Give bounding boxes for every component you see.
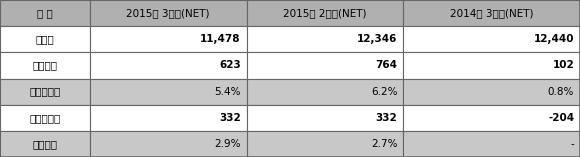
Text: 332: 332 [376, 113, 397, 123]
Text: 2015년 3분기(NET): 2015년 3분기(NET) [126, 8, 210, 18]
Bar [90, 78, 247, 105]
Bar [90, 131, 247, 157]
Bar [246, 131, 403, 157]
Text: 매출액: 매출액 [35, 34, 55, 44]
Text: 6.2%: 6.2% [371, 87, 397, 97]
Text: 764: 764 [375, 60, 397, 70]
Text: 623: 623 [219, 60, 241, 70]
Text: 102: 102 [552, 60, 574, 70]
Text: -204: -204 [548, 113, 574, 123]
Bar [0, 0, 90, 26]
Bar [0, 26, 90, 52]
Bar [90, 52, 247, 78]
Text: 12,346: 12,346 [357, 34, 397, 44]
Text: 순이익률: 순이익률 [32, 139, 57, 149]
Text: 12,440: 12,440 [534, 34, 574, 44]
Text: 2.7%: 2.7% [371, 139, 397, 149]
Bar [403, 52, 580, 78]
Text: 2014년 3분기(NET): 2014년 3분기(NET) [450, 8, 533, 18]
Bar [246, 105, 403, 131]
Bar [246, 0, 403, 26]
Text: 2.9%: 2.9% [214, 139, 241, 149]
Bar [403, 26, 580, 52]
Text: 분기순이익: 분기순이익 [30, 113, 60, 123]
Text: 11,478: 11,478 [200, 34, 241, 44]
Bar [90, 0, 247, 26]
Bar [403, 78, 580, 105]
Bar [0, 131, 90, 157]
Text: 2015년 2분기(NET): 2015년 2분기(NET) [283, 8, 367, 18]
Text: 5.4%: 5.4% [214, 87, 241, 97]
Text: 0.8%: 0.8% [548, 87, 574, 97]
Bar [0, 105, 90, 131]
Bar [0, 78, 90, 105]
Bar [403, 105, 580, 131]
Text: 구 분: 구 분 [37, 8, 53, 18]
Bar [246, 52, 403, 78]
Text: 332: 332 [219, 113, 241, 123]
Bar [0, 52, 90, 78]
Bar [403, 0, 580, 26]
Text: -: - [571, 139, 574, 149]
Text: 영업이익률: 영업이익률 [30, 87, 60, 97]
Bar [90, 26, 247, 52]
Bar [246, 78, 403, 105]
Text: 영업이익: 영업이익 [32, 60, 57, 70]
Bar [246, 26, 403, 52]
Bar [90, 105, 247, 131]
Bar [403, 131, 580, 157]
